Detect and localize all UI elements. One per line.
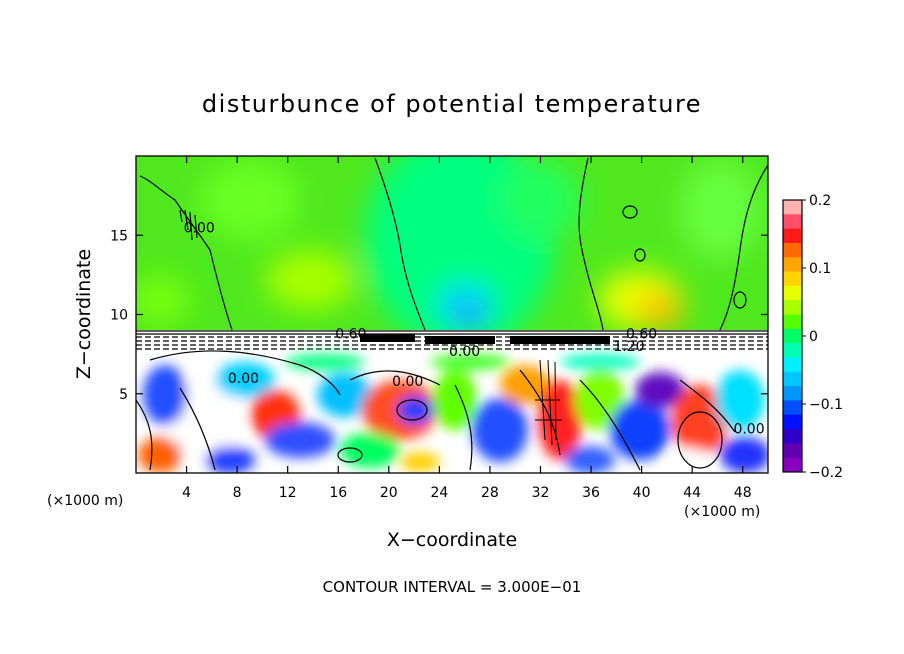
x-tick-label: 4 bbox=[182, 485, 191, 501]
lower-field-patches bbox=[138, 354, 768, 473]
chart-title: disturbunce of potential temperature bbox=[202, 90, 702, 118]
colorbar-tick-label: 0 bbox=[809, 329, 818, 345]
colorbar-tick-label: −0.1 bbox=[809, 397, 843, 413]
contour-label: 0.00 bbox=[228, 371, 259, 387]
x-tick-label: 16 bbox=[329, 485, 347, 501]
plume bbox=[535, 359, 562, 446]
colorbar-tick-label: −0.2 bbox=[809, 465, 843, 481]
y-tick-label: 5 bbox=[119, 387, 128, 403]
colorbar-tick-label: 0.1 bbox=[809, 261, 831, 277]
x-tick-label: 12 bbox=[279, 485, 297, 501]
contour-label: 0.00 bbox=[392, 374, 423, 390]
colorbar-tick-label: 0.2 bbox=[809, 193, 831, 209]
inversion-solid-blocks bbox=[360, 334, 610, 344]
colorbar-swatch bbox=[783, 314, 802, 330]
y-tick-label: 10 bbox=[110, 308, 128, 324]
colorbar-swatch bbox=[783, 328, 802, 344]
x-tick-label: 24 bbox=[430, 485, 448, 501]
colorbar-swatch bbox=[783, 386, 802, 401]
x-tick-label: 44 bbox=[683, 485, 701, 501]
colorbar-swatch bbox=[783, 357, 802, 373]
colorbar-swatch bbox=[783, 457, 802, 473]
colorbar-swatch bbox=[783, 228, 802, 244]
contour-interval-annotation: CONTOUR INTERVAL = 3.000E−01 bbox=[323, 578, 582, 596]
colorbar-swatch bbox=[783, 300, 802, 316]
upper-field-patches bbox=[136, 156, 760, 350]
x-tick-label: 8 bbox=[233, 485, 242, 501]
colorbar-swatch bbox=[783, 400, 802, 416]
contour-label: 0.00 bbox=[733, 422, 764, 438]
colorbar-swatch bbox=[783, 271, 802, 287]
x-unit-label-left: (×1000 m) bbox=[47, 493, 123, 509]
x-axis: 4 8 12 16 20 24 28 32 36 40 44 48 bbox=[182, 156, 752, 501]
y-axis-label: Z−coordinate bbox=[73, 249, 95, 379]
x-unit-label-right: (×1000 m) bbox=[684, 504, 760, 520]
colorbar-swatch bbox=[783, 242, 802, 258]
colorbar-swatch bbox=[783, 414, 802, 430]
colorbar-swatch bbox=[783, 371, 802, 387]
contour-label: 0.60 bbox=[335, 327, 366, 343]
y-tick-label: 15 bbox=[110, 228, 128, 244]
contour-label: 0.60 bbox=[626, 327, 657, 343]
x-axis-label: X−coordinate bbox=[387, 529, 517, 551]
colorbar-swatch bbox=[783, 200, 802, 215]
x-tick-label: 28 bbox=[481, 485, 499, 501]
plot-area bbox=[136, 156, 768, 473]
contour-lines bbox=[136, 157, 768, 471]
x-tick-label: 48 bbox=[734, 485, 752, 501]
x-tick-label: 20 bbox=[380, 485, 398, 501]
x-tick-label: 40 bbox=[633, 485, 651, 501]
y-axis: 5 10 15 bbox=[110, 228, 768, 403]
colorbar-swatch bbox=[783, 214, 802, 230]
colorbar-swatch bbox=[783, 443, 802, 459]
colorbar-swatch bbox=[783, 343, 802, 358]
x-tick-label: 36 bbox=[582, 485, 600, 501]
colorbar-swatch bbox=[783, 285, 802, 301]
contour-labels: 0.60 0.60 0.00 1.20 0.00 0.00 0.00 0.00 bbox=[184, 220, 765, 437]
colorbar-swatch bbox=[783, 429, 802, 444]
x-tick-label: 32 bbox=[532, 485, 550, 501]
colorbar-swatch bbox=[783, 257, 802, 273]
contour-label: 1.20 bbox=[613, 339, 644, 355]
colorbar: 0.2 0.1 0 −0.1 −0.2 bbox=[782, 193, 843, 481]
contour-label: 0.00 bbox=[449, 344, 480, 360]
contour-label: 0.00 bbox=[184, 220, 215, 236]
